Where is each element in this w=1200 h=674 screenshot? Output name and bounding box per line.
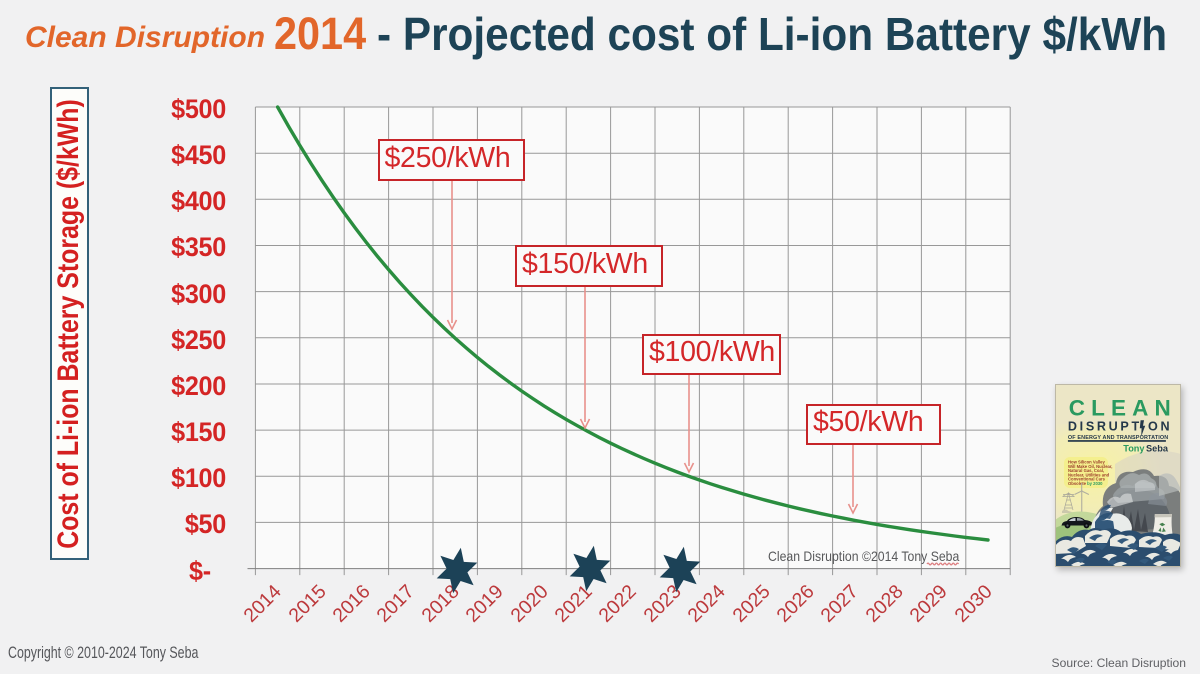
svg-text:Will Make Oil, Nuclear,: Will Make Oil, Nuclear, [1068,464,1112,469]
svg-text:DISRUPT ON: DISRUPT ON [1068,420,1172,434]
svg-text:Nuclear, Utilities and: Nuclear, Utilities and [1068,472,1110,477]
svg-text:Natural Gas, Coal,: Natural Gas, Coal, [1068,468,1104,473]
svg-text:CLEAN: CLEAN [1069,395,1177,420]
svg-text:OF ENERGY AND TRANSPORTATION: OF ENERGY AND TRANSPORTATION [1068,435,1168,441]
svg-text:Obsolete by 2030: Obsolete by 2030 [1068,481,1103,486]
svg-text:How Silicon Valley: How Silicon Valley [1068,460,1105,465]
svg-text:Conventional Cars: Conventional Cars [1068,477,1106,482]
